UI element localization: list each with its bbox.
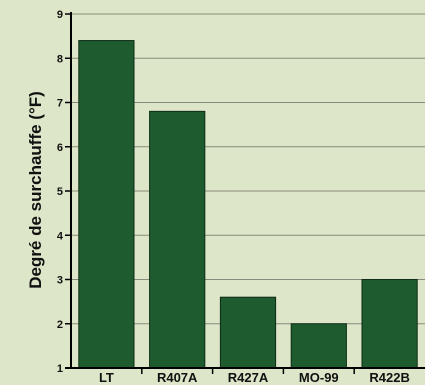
y-tick-label: 9	[57, 9, 63, 21]
y-tick-label: 3	[57, 275, 63, 287]
x-tick-label: LT	[99, 370, 114, 385]
x-tick-label: R427A	[228, 370, 269, 385]
y-tick-label: 2	[57, 319, 63, 331]
y-tick-label: 7	[57, 98, 63, 110]
x-tick-labels: LT R407A R427A MO-99 R422B	[99, 370, 410, 385]
x-tick-label: R407A	[157, 370, 198, 385]
bar-mo-99	[290, 323, 347, 369]
bar-r422b	[361, 279, 418, 369]
y-axis-title: Degré de surchauffe (°F)	[26, 91, 45, 289]
bar-r427a	[219, 296, 277, 369]
y-tick-label: 6	[57, 142, 63, 154]
y-tick-label: 5	[57, 186, 63, 198]
x-tick-label: MO-99	[299, 370, 339, 385]
bars	[78, 40, 418, 369]
x-tick-label: R422B	[369, 370, 409, 385]
y-tick-label: 4	[57, 230, 64, 242]
bar-lt	[78, 40, 135, 369]
y-tick-labels: 1 2 3 4 5 6 7 8 9	[57, 9, 64, 375]
y-tick-label: 1	[57, 363, 63, 375]
y-tick-label: 8	[57, 53, 63, 65]
axes	[65, 12, 425, 374]
bar-r407a	[149, 110, 206, 369]
